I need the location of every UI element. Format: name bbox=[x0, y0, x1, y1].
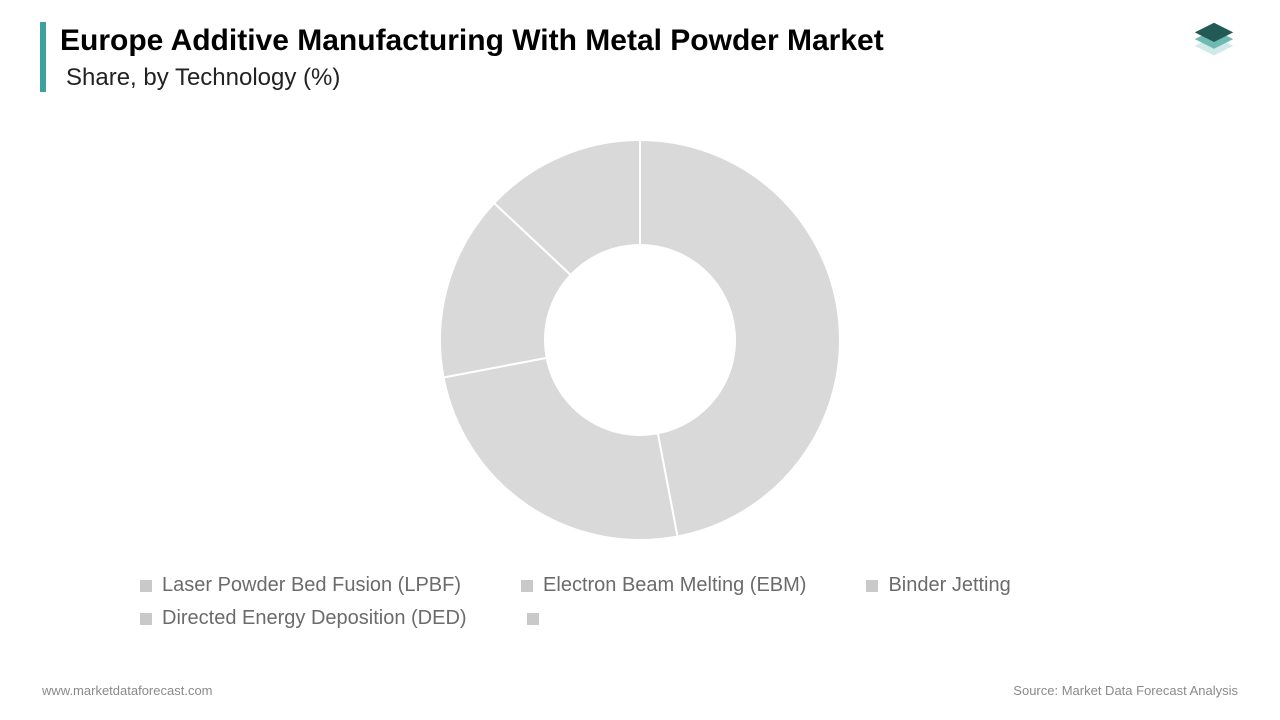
legend-item: Binder Jetting bbox=[866, 574, 1010, 597]
page-subtitle: Share, by Technology (%) bbox=[60, 64, 1240, 92]
legend-swatch-icon bbox=[527, 613, 539, 625]
legend-item: Laser Powder Bed Fusion (LPBF) bbox=[140, 574, 461, 597]
footer-url: www.marketdataforecast.com bbox=[42, 683, 213, 698]
page-title: Europe Additive Manufacturing With Metal… bbox=[60, 22, 1240, 60]
brand-logo-icon bbox=[1190, 18, 1238, 66]
donut-slice bbox=[444, 358, 678, 540]
legend-item bbox=[527, 607, 549, 630]
legend-item: Electron Beam Melting (EBM) bbox=[521, 574, 806, 597]
legend-swatch-icon bbox=[140, 580, 152, 592]
donut-slice bbox=[640, 140, 840, 536]
legend-label: Electron Beam Melting (EBM) bbox=[543, 574, 806, 597]
footer-source: Source: Market Data Forecast Analysis bbox=[1013, 683, 1238, 698]
title-block: Europe Additive Manufacturing With Metal… bbox=[40, 22, 1240, 92]
legend-item: Directed Energy Deposition (DED) bbox=[140, 607, 467, 630]
legend-swatch-icon bbox=[866, 580, 878, 592]
chart-legend: Laser Powder Bed Fusion (LPBF) Electron B… bbox=[140, 574, 1140, 630]
donut-chart bbox=[0, 130, 1280, 550]
legend-label: Directed Energy Deposition (DED) bbox=[162, 607, 467, 630]
legend-label: Laser Powder Bed Fusion (LPBF) bbox=[162, 574, 461, 597]
legend-swatch-icon bbox=[140, 613, 152, 625]
legend-label: Binder Jetting bbox=[888, 574, 1010, 597]
header: Europe Additive Manufacturing With Metal… bbox=[40, 22, 1240, 92]
legend-swatch-icon bbox=[521, 580, 533, 592]
